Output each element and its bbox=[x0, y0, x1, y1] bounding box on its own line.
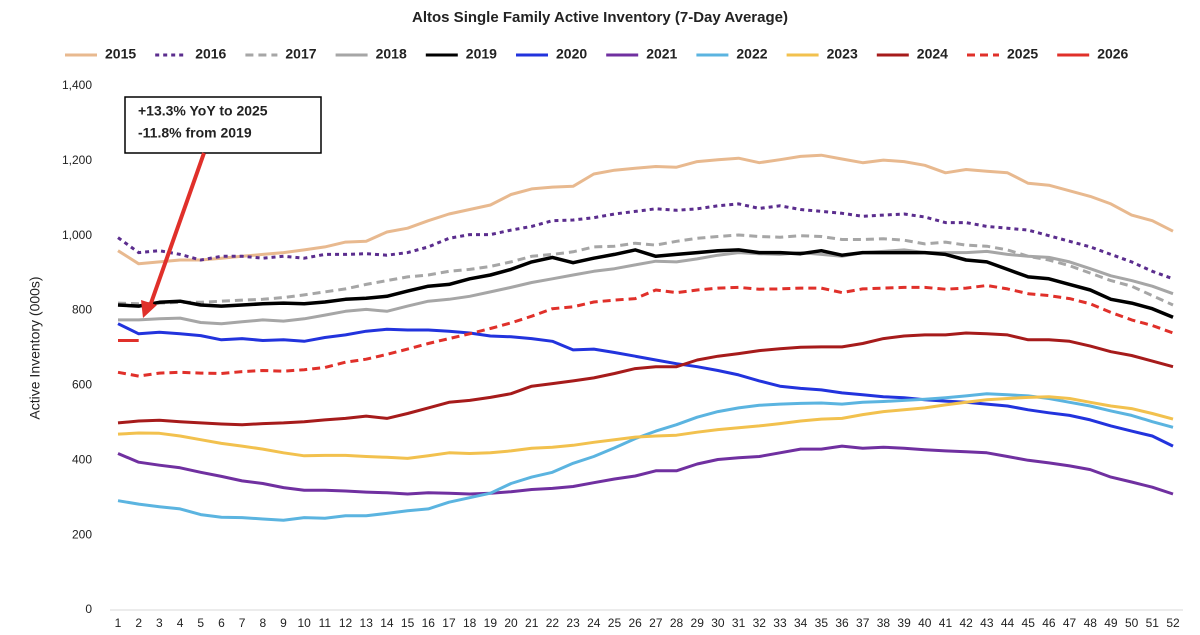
x-tick-label: 42 bbox=[959, 616, 973, 630]
x-tick-label: 22 bbox=[546, 616, 560, 630]
legend-label: 2025 bbox=[1007, 46, 1038, 62]
legend-label: 2020 bbox=[556, 46, 587, 62]
legend-label: 2023 bbox=[827, 46, 858, 62]
x-tick-label: 24 bbox=[587, 616, 601, 630]
x-tick-label: 11 bbox=[319, 616, 332, 630]
y-tick-label: 1,000 bbox=[62, 228, 92, 242]
y-tick-label: 800 bbox=[72, 303, 92, 317]
x-tick-label: 15 bbox=[401, 616, 415, 630]
x-tick-label: 19 bbox=[484, 616, 498, 630]
x-tick-label: 49 bbox=[1104, 616, 1118, 630]
series-line bbox=[117, 444, 1174, 496]
y-tick-label: 0 bbox=[85, 602, 92, 616]
series-line bbox=[117, 322, 1174, 448]
annotation-text: +13.3% YoY to 2025 bbox=[138, 103, 268, 119]
x-tick-label: 1 bbox=[115, 616, 122, 630]
legend-label: 2021 bbox=[646, 46, 677, 62]
x-tick-label: 12 bbox=[339, 616, 353, 630]
legend-label: 2016 bbox=[195, 46, 226, 62]
legend-label: 2019 bbox=[466, 46, 497, 62]
x-tick-label: 37 bbox=[856, 616, 870, 630]
y-axis-label: Active Inventory (000s) bbox=[27, 276, 43, 419]
x-tick-label: 47 bbox=[1063, 616, 1077, 630]
x-tick-label: 10 bbox=[297, 616, 311, 630]
y-tick-label: 200 bbox=[72, 527, 92, 541]
series-line bbox=[117, 233, 1174, 307]
x-tick-label: 43 bbox=[980, 616, 994, 630]
x-tick-label: 39 bbox=[897, 616, 911, 630]
chart-title: Altos Single Family Active Inventory (7-… bbox=[412, 9, 788, 26]
legend-label: 2018 bbox=[376, 46, 407, 62]
arrow-head bbox=[141, 300, 157, 318]
series-line bbox=[117, 153, 1174, 266]
x-tick-label: 51 bbox=[1146, 616, 1160, 630]
y-tick-label: 400 bbox=[72, 452, 92, 466]
x-tick-label: 30 bbox=[711, 616, 725, 630]
x-tick-label: 28 bbox=[670, 616, 684, 630]
x-tick-label: 8 bbox=[259, 616, 266, 630]
series-line bbox=[117, 395, 1174, 460]
x-tick-label: 40 bbox=[918, 616, 932, 630]
x-tick-label: 33 bbox=[773, 616, 787, 630]
x-tick-label: 45 bbox=[1022, 616, 1036, 630]
x-tick-label: 7 bbox=[239, 616, 246, 630]
x-tick-label: 36 bbox=[835, 616, 849, 630]
x-tick-label: 29 bbox=[691, 616, 705, 630]
x-tick-label: 26 bbox=[628, 616, 642, 630]
x-tick-label: 4 bbox=[177, 616, 184, 630]
legend-label: 2026 bbox=[1097, 46, 1128, 62]
y-tick-label: 1,400 bbox=[62, 78, 92, 92]
x-tick-label: 3 bbox=[156, 616, 163, 630]
series-line bbox=[118, 248, 1174, 326]
x-tick-label: 18 bbox=[463, 616, 477, 630]
annotation-arrow bbox=[148, 152, 206, 307]
legend-label: 2017 bbox=[285, 46, 316, 62]
x-tick-label: 25 bbox=[608, 616, 622, 630]
x-tick-label: 16 bbox=[422, 616, 436, 630]
series-line bbox=[117, 202, 1174, 281]
x-tick-label: 14 bbox=[380, 616, 394, 630]
x-tick-label: 32 bbox=[753, 616, 767, 630]
legend-label: 2024 bbox=[917, 46, 948, 62]
x-tick-label: 46 bbox=[1042, 616, 1056, 630]
x-tick-label: 5 bbox=[197, 616, 204, 630]
y-tick-label: 1,200 bbox=[62, 153, 92, 167]
x-tick-label: 21 bbox=[525, 616, 539, 630]
series-line bbox=[117, 248, 1174, 319]
annotation-box bbox=[124, 96, 322, 154]
x-tick-label: 20 bbox=[504, 616, 518, 630]
x-tick-label: 23 bbox=[566, 616, 580, 630]
x-tick-label: 48 bbox=[1084, 616, 1098, 630]
legend-label: 2022 bbox=[736, 46, 767, 62]
y-tick-label: 600 bbox=[72, 378, 92, 392]
x-tick-label: 34 bbox=[794, 616, 808, 630]
annotation-text: -11.8% from 2019 bbox=[138, 125, 252, 141]
x-tick-label: 6 bbox=[218, 616, 225, 630]
legend-label: 2015 bbox=[105, 46, 136, 62]
series-line bbox=[117, 392, 1174, 522]
x-tick-label: 2 bbox=[135, 616, 142, 630]
x-tick-label: 13 bbox=[360, 616, 374, 630]
x-tick-label: 44 bbox=[1001, 616, 1015, 630]
series-line bbox=[117, 284, 1174, 378]
x-tick-label: 31 bbox=[732, 616, 746, 630]
x-tick-label: 35 bbox=[815, 616, 829, 630]
x-tick-label: 38 bbox=[877, 616, 891, 630]
x-tick-label: 52 bbox=[1166, 616, 1180, 630]
x-tick-label: 17 bbox=[442, 616, 456, 630]
x-tick-label: 50 bbox=[1125, 616, 1139, 630]
x-tick-label: 41 bbox=[939, 616, 953, 630]
series-line bbox=[117, 331, 1174, 427]
x-tick-label: 27 bbox=[649, 616, 663, 630]
x-tick-label: 9 bbox=[280, 616, 287, 630]
